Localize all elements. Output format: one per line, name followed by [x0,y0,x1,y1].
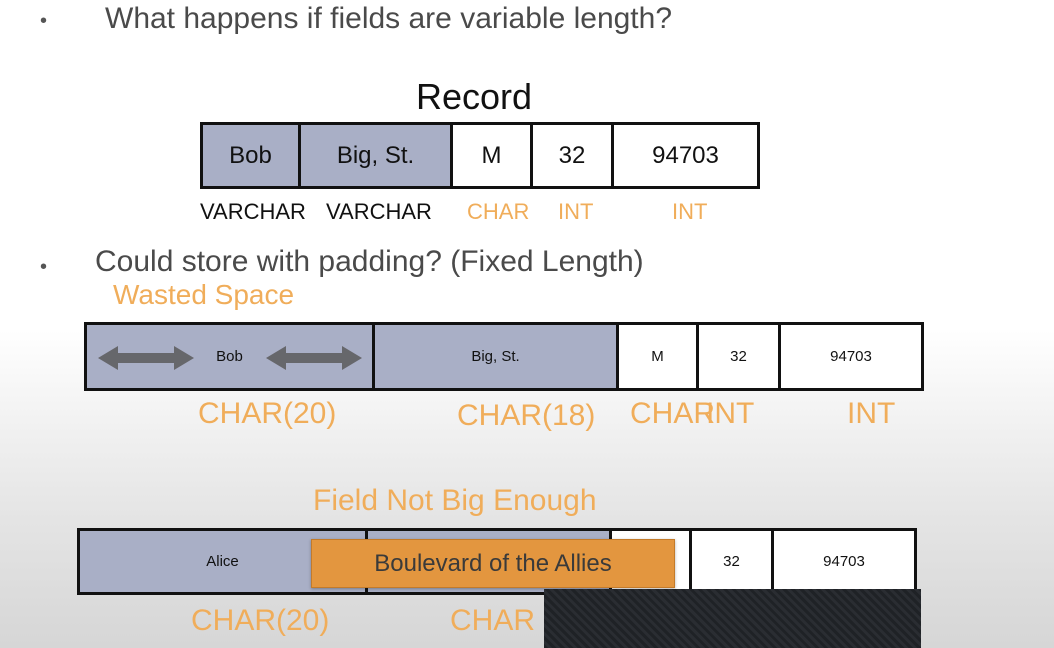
overflow-field-gender [612,531,692,592]
dark-overlay-panel [544,589,921,648]
type-label-char18: CHAR(18) [457,399,596,432]
bullet-dot: • [40,10,48,32]
type-label-char: CHAR [450,604,536,637]
type-label-char20: CHAR(20) [191,604,330,637]
record-row: Bob Big, St. M 32 94703 [200,122,760,189]
record-field-age: 32 [533,125,614,186]
question-variable-length: What happens if fields are variable leng… [105,2,673,35]
type-label-int-1: INT [558,199,594,224]
record-field-name: Bob [203,125,301,186]
question-padding: Could store with padding? (Fixed Length) [95,245,644,278]
type-label-int-2: INT [847,397,896,430]
record-title: Record [416,76,533,117]
padded-name-value: Bob [216,348,243,365]
padded-field-age: 32 [699,325,781,388]
record-field-zip: 94703 [652,141,719,169]
padded-row: Bob Big, St. M 32 94703 [84,322,924,391]
overflow-field-zip: 94703 [823,553,865,570]
padded-field-gender: M [619,325,699,388]
type-label-char: CHAR [630,397,716,430]
type-label-int-1: INT [706,397,755,430]
double-arrow-icon [266,346,362,370]
wasted-space-annotation: Wasted Space [113,279,295,310]
double-arrow-icon [98,346,194,370]
padded-field-zip: 94703 [830,348,872,365]
type-label-int-2: INT [672,199,708,224]
type-label-char: CHAR [467,199,530,224]
overflow-field-age: 32 [692,531,774,592]
field-not-big-enough-annotation: Field Not Big Enough [313,484,597,517]
type-label-char20: CHAR(20) [198,397,337,430]
padded-field-address: Big, St. [375,325,619,388]
record-field-gender: M [453,125,533,186]
overflow-value-box: Boulevard of the Allies [311,539,675,588]
record-field-address: Big, St. [301,125,453,186]
type-label-varchar-1: VARCHAR [200,199,306,224]
type-label-varchar-2: VARCHAR [326,199,432,224]
bullet-dot: • [40,256,48,278]
